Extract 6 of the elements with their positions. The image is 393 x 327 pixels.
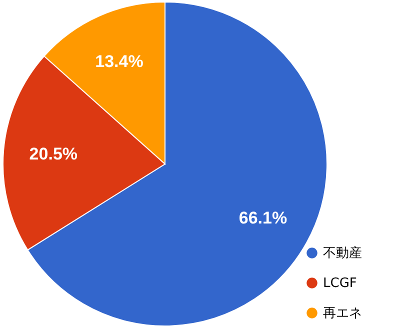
- legend-label: 不動産: [323, 245, 362, 261]
- data-label: 66.1%: [238, 208, 288, 228]
- data-label: 13.4%: [95, 52, 144, 71]
- legend-label: LCGF: [323, 276, 357, 291]
- legend-label: 再エネ: [323, 306, 362, 321]
- data-label: 20.5%: [29, 144, 78, 164]
